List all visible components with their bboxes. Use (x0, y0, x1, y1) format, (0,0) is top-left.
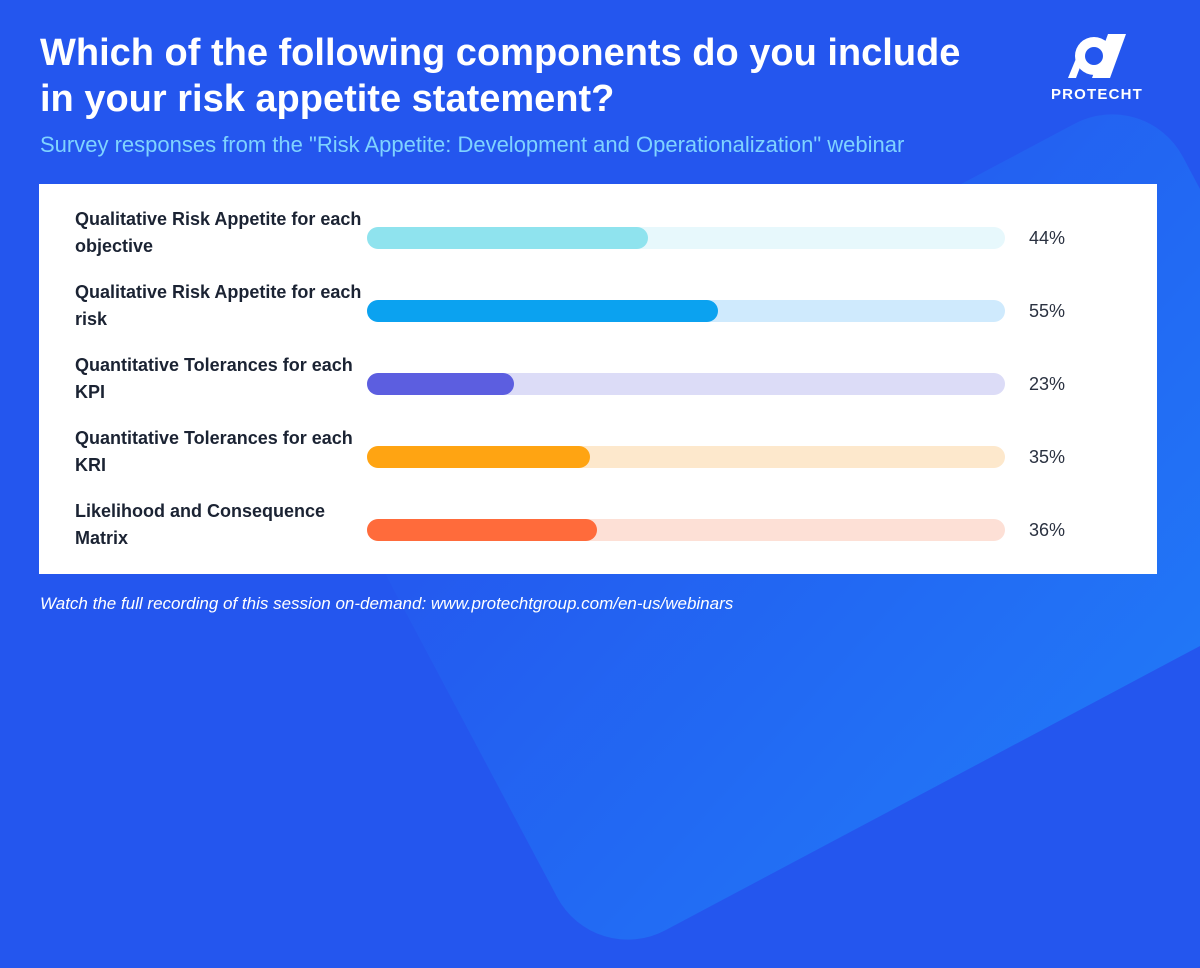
bar-track (367, 300, 1005, 322)
bar-row: Qualitative Risk Appetite for each risk 5… (39, 279, 1157, 339)
brand-logo: PROTECHT (1042, 32, 1152, 103)
bar-fill (367, 519, 597, 541)
bar-row: Quantitative Tolerances for each KRI 35% (39, 425, 1157, 485)
bar-row: Qualitative Risk Appetite for each objec… (39, 206, 1157, 266)
bar-category-label: Qualitative Risk Appetite for each objec… (75, 209, 362, 256)
bar-value-label: 23% (1029, 374, 1066, 394)
bar-fill (367, 300, 718, 322)
chart-card: Qualitative Risk Appetite for each objec… (39, 184, 1157, 574)
bar-fill (367, 373, 514, 395)
bar-value-label: 44% (1029, 228, 1066, 248)
bar-row: Quantitative Tolerances for each KPI 23% (39, 352, 1157, 412)
bar-category-label: Quantitative Tolerances for each KRI (75, 428, 353, 475)
bar-row: Likelihood and Consequence Matrix 36% (39, 498, 1157, 558)
bar-value-label: 55% (1029, 301, 1066, 321)
bar-value-label: 36% (1029, 520, 1066, 540)
bar-category-label: Qualitative Risk Appetite for each risk (75, 282, 362, 329)
bar-fill (367, 227, 648, 249)
bar-category-label: Quantitative Tolerances for each KPI (75, 355, 353, 402)
protecht-shield-logo-icon (1068, 34, 1126, 78)
footer-note: Watch the full recording of this session… (40, 594, 734, 613)
bar-track (367, 373, 1005, 395)
brand-name: PROTECHT (1050, 86, 1144, 103)
page-title: Which of the following components do you… (40, 32, 961, 120)
bar-value-label: 35% (1029, 447, 1066, 467)
bar-fill (367, 446, 591, 468)
bar-track (367, 446, 1005, 468)
bar-track (367, 227, 1005, 249)
bar-track (367, 519, 1005, 541)
bar-category-label: Likelihood and Consequence Matrix (75, 501, 326, 548)
page-subtitle: Survey responses from the "Risk Appetite… (40, 132, 905, 157)
